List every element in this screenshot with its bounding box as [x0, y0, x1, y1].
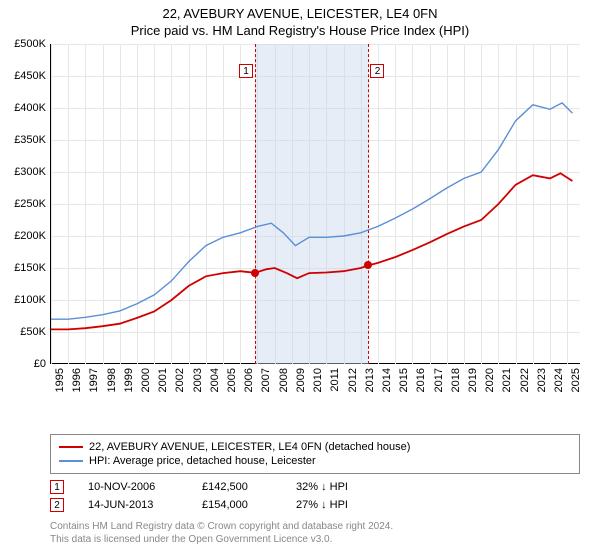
transaction-marker-2: 2 — [50, 498, 64, 512]
transaction-diff-1: 32% ↓ HPI — [296, 481, 348, 493]
legend-item-property: 22, AVEBURY AVENUE, LEICESTER, LE4 0FN (… — [59, 440, 571, 454]
plot-area: 1 2 — [50, 44, 580, 364]
x-axis-label: 2008 — [278, 368, 290, 392]
x-axis-label: 2009 — [295, 368, 307, 392]
transaction-price-2: £154,000 — [202, 499, 272, 511]
x-axis-label: 2021 — [501, 368, 513, 392]
legend-swatch-property — [59, 446, 83, 448]
transaction-row-1: 1 10-NOV-2006 £142,500 32% ↓ HPI — [50, 478, 580, 496]
x-axis-label: 1999 — [123, 368, 135, 392]
x-axis-label: 2013 — [364, 368, 376, 392]
x-axis-label: 2001 — [157, 368, 169, 392]
x-axis-label: 2007 — [260, 368, 272, 392]
transaction-date-1: 10-NOV-2006 — [88, 481, 178, 493]
y-axis-label: £150K — [0, 262, 46, 274]
x-axis-label: 1996 — [71, 368, 83, 392]
y-axis-label: £500K — [0, 38, 46, 50]
x-axis-label: 2000 — [140, 368, 152, 392]
x-axis-label: 2003 — [192, 368, 204, 392]
x-axis-label: 2012 — [347, 368, 359, 392]
legend-item-hpi: HPI: Average price, detached house, Leic… — [59, 454, 571, 468]
x-axis-label: 1997 — [88, 368, 100, 392]
x-axis-label: 2006 — [243, 368, 255, 392]
x-axis-label: 2011 — [329, 368, 341, 392]
y-axis-label: £250K — [0, 198, 46, 210]
line-series-svg — [51, 44, 581, 364]
page-subtitle: Price paid vs. HM Land Registry's House … — [0, 21, 600, 38]
transaction-row-2: 2 14-JUN-2013 £154,000 27% ↓ HPI — [50, 496, 580, 514]
y-axis-label: £200K — [0, 230, 46, 242]
y-axis-label: £100K — [0, 294, 46, 306]
y-axis-label: £350K — [0, 134, 46, 146]
x-axis-label: 2024 — [553, 368, 565, 392]
x-axis-label: 2019 — [467, 368, 479, 392]
y-axis-label: £0 — [0, 358, 46, 370]
x-axis-label: 2016 — [415, 368, 427, 392]
attribution-footer: Contains HM Land Registry data © Crown c… — [50, 520, 580, 546]
x-axis-label: 2004 — [209, 368, 221, 392]
hpi-line — [51, 103, 572, 319]
legend-box: 22, AVEBURY AVENUE, LEICESTER, LE4 0FN (… — [50, 434, 580, 474]
sale-marker-2: 2 — [370, 64, 384, 78]
x-axis-label: 2022 — [519, 368, 531, 392]
x-axis-label: 2025 — [570, 368, 582, 392]
x-axis-label: 2018 — [450, 368, 462, 392]
page-title: 22, AVEBURY AVENUE, LEICESTER, LE4 0FN — [0, 0, 600, 21]
x-axis-label: 2010 — [312, 368, 324, 392]
x-axis-label: 2017 — [433, 368, 445, 392]
y-axis-label: £50K — [0, 326, 46, 338]
x-axis-label: 2005 — [226, 368, 238, 392]
transaction-price-1: £142,500 — [202, 481, 272, 493]
y-axis-label: £400K — [0, 102, 46, 114]
x-axis-label: 2014 — [381, 368, 393, 392]
x-axis-label: 2020 — [484, 368, 496, 392]
chart-area: £0 £50K £100K £150K £200K £250K £300K £350K £400… — [0, 44, 600, 404]
x-axis-label: 2002 — [174, 368, 186, 392]
transaction-diff-2: 27% ↓ HPI — [296, 499, 348, 511]
sale-marker-1: 1 — [239, 64, 253, 78]
sale-dot-2 — [364, 261, 372, 269]
x-axis-label: 1995 — [54, 368, 66, 392]
legend-label-property: 22, AVEBURY AVENUE, LEICESTER, LE4 0FN (… — [89, 441, 410, 453]
transaction-marker-1: 1 — [50, 480, 64, 494]
footer-line-1: Contains HM Land Registry data © Crown c… — [50, 520, 580, 533]
transaction-date-2: 14-JUN-2013 — [88, 499, 178, 511]
property-price-line — [51, 173, 572, 329]
x-axis-label: 2015 — [398, 368, 410, 392]
x-axis-label: 1998 — [106, 368, 118, 392]
legend-label-hpi: HPI: Average price, detached house, Leic… — [89, 455, 316, 467]
footer-line-2: This data is licensed under the Open Gov… — [50, 533, 580, 546]
sale-dot-1 — [251, 269, 259, 277]
transactions-table: 1 10-NOV-2006 £142,500 32% ↓ HPI 2 14-JU… — [50, 478, 580, 514]
x-axis-label: 2023 — [536, 368, 548, 392]
y-axis-label: £450K — [0, 70, 46, 82]
legend-swatch-hpi — [59, 460, 83, 462]
y-axis-label: £300K — [0, 166, 46, 178]
